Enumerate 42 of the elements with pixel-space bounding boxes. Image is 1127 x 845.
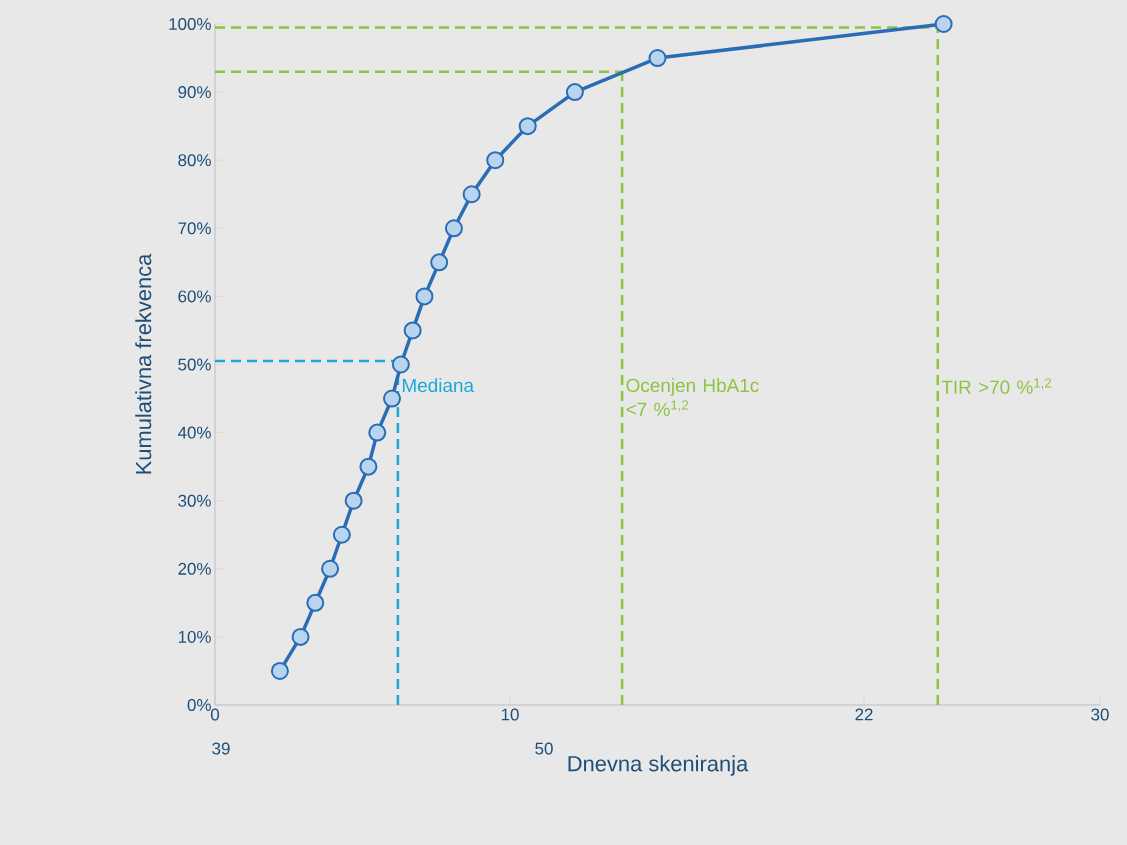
- point: [332, 525, 351, 544]
- y-tick-label: 100%: [169, 17, 211, 30]
- point: [383, 389, 401, 408]
- point: [270, 661, 289, 680]
- y-tick-label: 50%: [178, 358, 211, 371]
- x-tick-label: 22: [855, 708, 873, 721]
- point: [359, 457, 378, 476]
- point: [934, 14, 953, 33]
- y-tick-label: 30%: [178, 494, 211, 507]
- y-tick-label: 70%: [178, 222, 211, 235]
- point: [321, 559, 340, 578]
- point: [415, 287, 434, 306]
- point: [486, 151, 505, 170]
- point: [565, 83, 584, 102]
- x-tick-label: 10: [501, 708, 519, 721]
- ref-line-label: Ocenjen HbA1c <7 %$^{1,2}$: [626, 378, 759, 416]
- point: [518, 117, 537, 136]
- y-tick-label: 10%: [178, 630, 211, 643]
- ref-line-label: Mediana: [402, 378, 475, 393]
- y-tick-label: 20%: [178, 562, 211, 575]
- point: [462, 185, 481, 204]
- y-axis-title: Kumulativna frekvenca: [135, 253, 152, 474]
- text: 39: [212, 742, 230, 755]
- point: [444, 219, 463, 238]
- y-tick-label: 90%: [178, 86, 211, 99]
- y-tick-label: 40%: [177, 426, 211, 439]
- point: [648, 49, 667, 68]
- y-tick-label: 80%: [178, 154, 211, 167]
- ref-line-label: TIR >70 %$^{1,2}$: [941, 378, 1052, 394]
- text: 50: [535, 742, 553, 755]
- point: [391, 355, 410, 374]
- point: [306, 593, 325, 612]
- point: [430, 253, 449, 272]
- x-tick-label: 30: [1091, 708, 1109, 721]
- point: [291, 627, 310, 646]
- point: [344, 491, 363, 510]
- point: [368, 423, 387, 442]
- x-tick-label: 0: [210, 708, 220, 721]
- point: [403, 321, 422, 340]
- x-axis-title: Dnevna skeniranja: [568, 755, 749, 776]
- y-tick-label: 0%: [187, 699, 211, 711]
- y-tick-label: 60%: [178, 290, 211, 303]
